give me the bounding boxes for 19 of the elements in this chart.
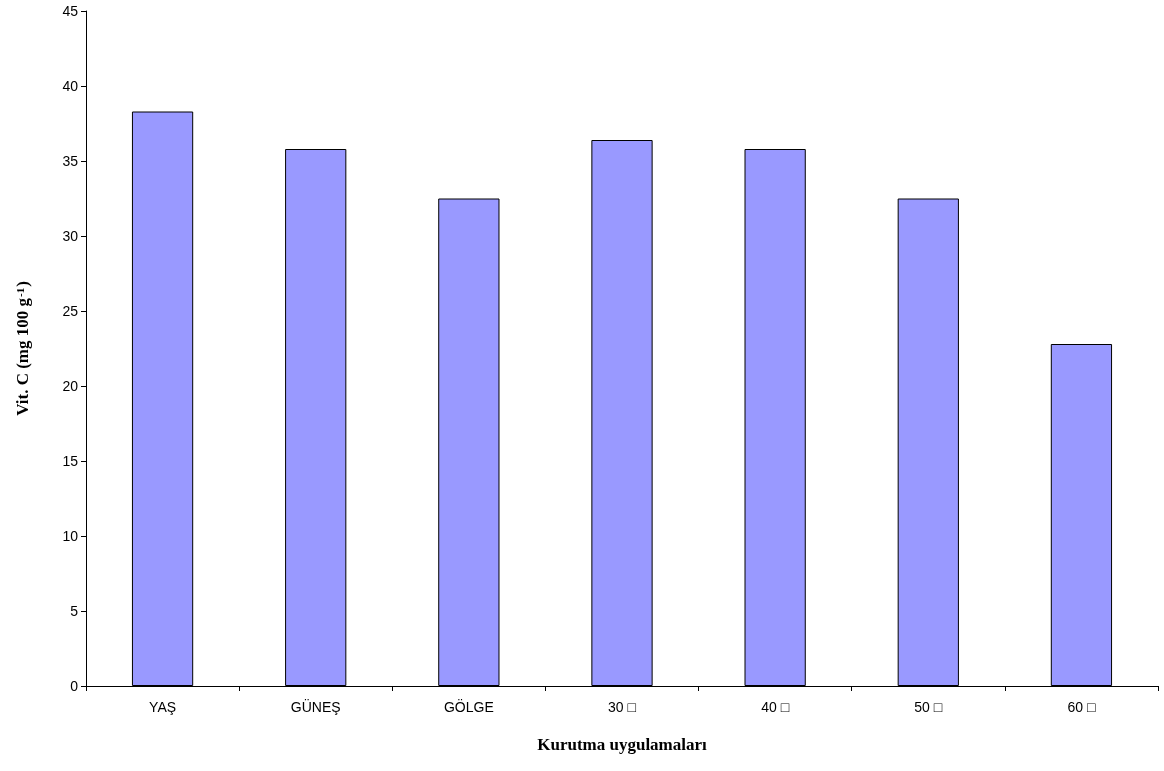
y-tick-label: 5 (70, 603, 79, 619)
y-tick-label: 35 (62, 153, 79, 169)
x-tick-label: GÖLGE (443, 698, 494, 715)
x-tick-label: GÜNEŞ (290, 698, 341, 715)
y-tick-label: 15 (62, 453, 79, 469)
y-axis-title: Vit. C (mg 100 g-1) (13, 281, 32, 416)
y-tick-label: 25 (62, 303, 79, 319)
y-tick-label: 20 (62, 378, 79, 394)
y-tick-label: 40 (62, 78, 79, 94)
y-tick-label: 45 (62, 3, 79, 19)
x-axis-title: Kurutma uygulamaları (537, 735, 708, 754)
x-tick-label: YAŞ (149, 699, 177, 715)
x-tick-label: 60 □ (1067, 699, 1096, 715)
y-tick-label: 30 (62, 228, 79, 244)
x-tick-label: 50 □ (914, 699, 943, 715)
y-tick-label: 10 (62, 528, 79, 544)
x-tick-label: 30 □ (608, 699, 637, 715)
x-tick-label: 40 □ (761, 699, 790, 715)
y-tick-label: 0 (70, 678, 79, 694)
